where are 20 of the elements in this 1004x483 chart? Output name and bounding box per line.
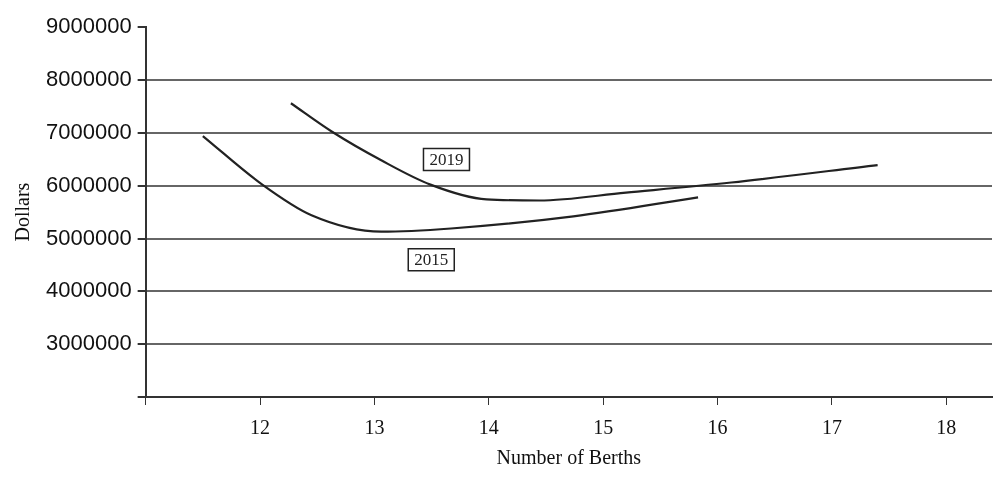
y-tick-label: 3000000	[45, 330, 132, 356]
x-axis-title: Number of Berths	[496, 446, 642, 469]
x-tick-label: 12	[250, 416, 271, 439]
y-axis-title: Dollars	[11, 182, 34, 242]
series-label: 2015	[414, 250, 449, 270]
x-tick-label: 16	[707, 416, 728, 439]
x-tick-label: 14	[478, 416, 499, 439]
x-tick-label: 17	[821, 416, 842, 439]
y-tick-label: 6000000	[45, 171, 132, 197]
y-tick-label: 4000000	[45, 277, 132, 303]
x-tick-label: 18	[936, 416, 957, 439]
y-tick-label: 7000000	[45, 118, 132, 144]
y-tick-label: 9000000	[45, 13, 132, 39]
line-series	[201, 134, 700, 233]
x-tick-label: 15	[593, 416, 614, 439]
x-tick-label: 13	[364, 416, 385, 439]
series-label: 2019	[429, 149, 464, 169]
y-tick-label: 5000000	[45, 224, 132, 250]
line-series	[289, 102, 879, 202]
y-tick-label: 8000000	[45, 66, 132, 92]
